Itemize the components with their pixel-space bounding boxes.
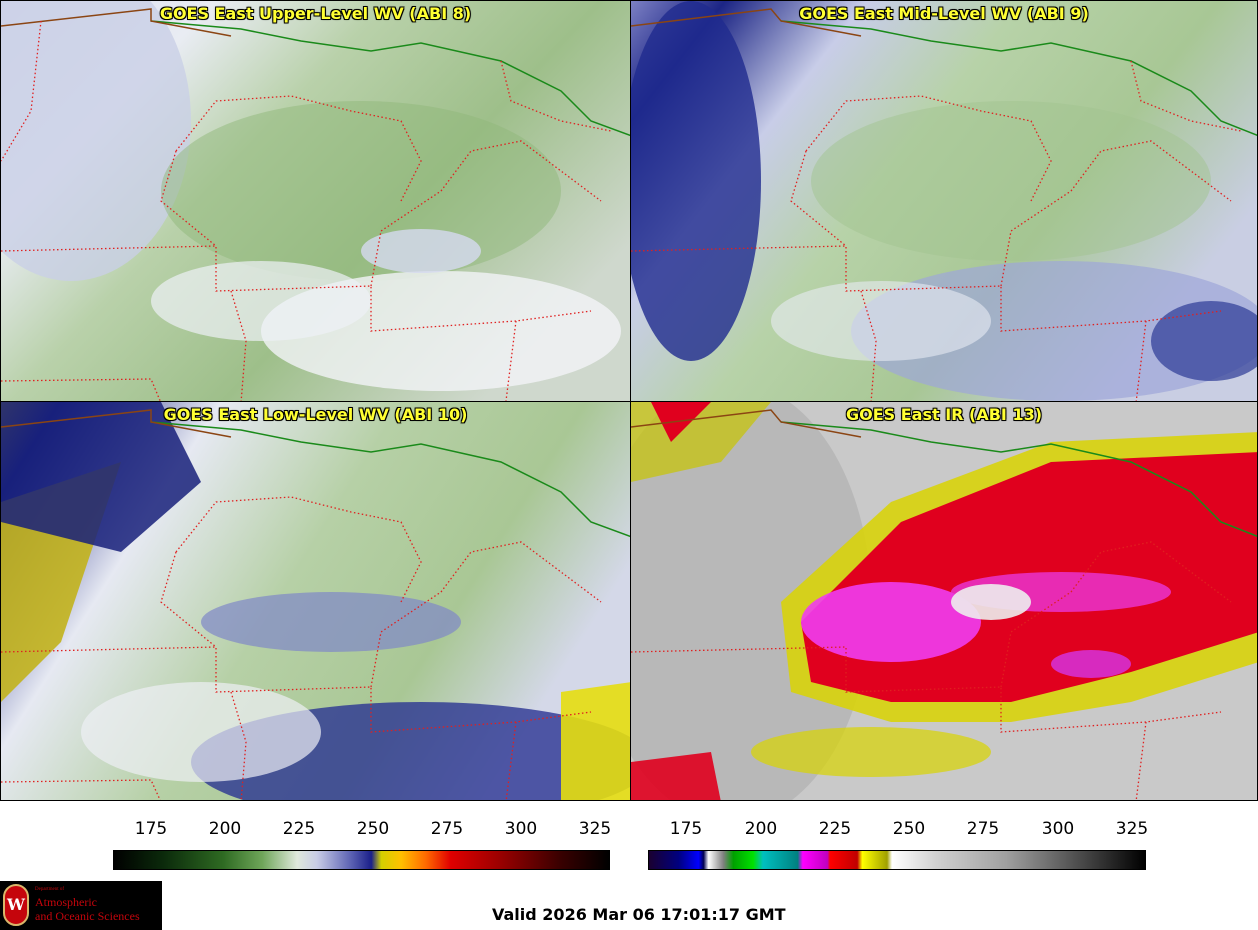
tick-label: 275 <box>430 819 464 839</box>
valid-time: Valid 2026 Mar 06 17:01:17 GMT <box>492 905 786 924</box>
tick-label: 200 <box>744 819 778 839</box>
tick-label: 175 <box>134 819 168 839</box>
wv-colorbar-ticks: 175 200 225 250 275 300 325 <box>113 819 612 841</box>
tick-label: 175 <box>669 819 703 839</box>
panel-ir: GOES East IR (ABI 13) <box>630 401 1258 801</box>
satellite-image-mid-wv <box>631 1 1257 401</box>
panel-low-level-wv: GOES East Low-Level WV (ABI 10) <box>0 401 631 801</box>
panel-upper-level-wv: GOES East Upper-Level WV (ABI 8) <box>0 0 631 402</box>
logo-dept: Department of <box>35 887 65 892</box>
tick-label: 325 <box>578 819 612 839</box>
ir-colorbar <box>648 850 1146 870</box>
tick-label: 250 <box>892 819 926 839</box>
satellite-image-ir <box>631 402 1257 800</box>
tick-label: 275 <box>966 819 1000 839</box>
uw-seal-icon: W <box>3 884 29 926</box>
satellite-image-upper-wv <box>1 1 630 401</box>
wv-colorbar <box>113 850 610 870</box>
panel-title: GOES East IR (ABI 13) <box>845 405 1043 424</box>
tick-label: 300 <box>504 819 538 839</box>
satellite-image-low-wv <box>1 402 630 800</box>
tick-label: 250 <box>356 819 390 839</box>
panel-title: GOES East Low-Level WV (ABI 10) <box>163 405 468 424</box>
logo-line2: and Oceanic Sciences <box>35 909 140 923</box>
tick-label: 300 <box>1041 819 1075 839</box>
aos-logo: W Department of Atmospheric and Oceanic … <box>0 881 162 930</box>
tick-label: 225 <box>282 819 316 839</box>
tick-label: 225 <box>818 819 852 839</box>
tick-label: 325 <box>1115 819 1149 839</box>
ir-colorbar-ticks: 175 200 225 250 275 300 325 <box>648 819 1149 841</box>
logo-line1: Atmospheric <box>35 895 97 909</box>
panel-mid-level-wv: GOES East Mid-Level WV (ABI 9) <box>630 0 1258 402</box>
panel-title: GOES East Upper-Level WV (ABI 8) <box>159 4 472 23</box>
panel-title: GOES East Mid-Level WV (ABI 9) <box>799 4 1089 23</box>
tick-label: 200 <box>208 819 242 839</box>
